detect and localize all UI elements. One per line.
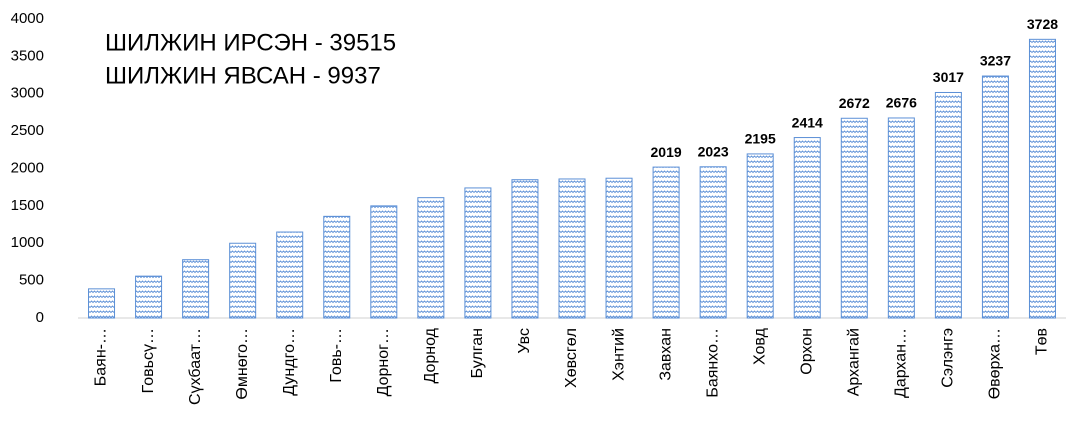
y-tick-label: 2000 (11, 159, 44, 176)
x-tick-label: Төв (1034, 328, 1051, 355)
x-tick-label: Говь-… (328, 328, 345, 383)
x-tick-label: Булган (469, 328, 486, 378)
x-tick-label: Дундго… (281, 328, 298, 396)
y-tick-label: 1500 (11, 197, 44, 214)
bar (699, 166, 727, 319)
bar (652, 166, 680, 319)
bar (229, 242, 257, 319)
bar (417, 197, 445, 319)
x-tick-label: Увс (516, 328, 533, 354)
data-label: 3017 (933, 69, 964, 85)
bar (88, 288, 116, 319)
bar (981, 75, 1009, 319)
x-tick-label: Дорнод (422, 327, 439, 383)
x-tick-label: Говьсү… (140, 328, 157, 393)
y-tick-label: 3500 (11, 47, 44, 64)
bar (464, 187, 492, 319)
x-tick-label: Өвөрха… (987, 328, 1004, 399)
x-tick-label: Өмнөго… (234, 328, 251, 400)
bar (370, 205, 398, 319)
annotation: ШИЛЖИН ИРСЭН - 39515 (105, 29, 396, 56)
bar (323, 215, 351, 319)
x-tick-label: Хэнтий (610, 328, 627, 381)
x-tick-label: Баянхо… (704, 328, 721, 398)
x-tick-label: Архангай (846, 328, 863, 396)
x-tick-label: Хөвсгөл (563, 328, 580, 388)
data-label: 2195 (745, 131, 776, 147)
annotation: ШИЛЖИН ЯВСАН - 9937 (105, 62, 381, 89)
data-label: 2414 (792, 114, 823, 130)
bar (511, 179, 539, 319)
bar (840, 117, 868, 319)
data-label: 2019 (651, 144, 682, 160)
x-tick-label: Дорног… (375, 328, 392, 396)
y-tick-label: 0 (36, 309, 44, 326)
bar (182, 259, 210, 319)
bar (887, 117, 915, 319)
data-label: 2676 (886, 95, 917, 111)
bar (746, 153, 774, 319)
x-tick-label: Сүхбаат… (187, 328, 204, 405)
x-tick-label: Баян-… (93, 328, 110, 386)
data-label: 3237 (980, 53, 1011, 69)
bar (1028, 38, 1056, 319)
x-tick-label: Завхан (657, 328, 674, 381)
data-label: 2023 (698, 143, 729, 159)
bar (276, 231, 304, 319)
x-tick-label: Ховд (751, 327, 768, 365)
y-tick-label: 500 (19, 272, 44, 289)
bar (793, 137, 821, 319)
bar (558, 178, 586, 319)
y-tick-label: 2500 (11, 122, 44, 139)
x-tick-label: Сэлэнгэ (940, 328, 957, 388)
y-tick-label: 4000 (11, 10, 44, 27)
data-label: 3728 (1027, 16, 1058, 32)
x-tick-label: Дархан… (893, 328, 910, 398)
bar (135, 275, 163, 319)
x-tick-label: Орхон (798, 328, 815, 375)
y-tick-label: 1000 (11, 234, 44, 251)
y-tick-label: 3000 (11, 85, 44, 102)
bar (605, 177, 633, 319)
bar (934, 91, 962, 319)
data-label: 2672 (839, 95, 870, 111)
